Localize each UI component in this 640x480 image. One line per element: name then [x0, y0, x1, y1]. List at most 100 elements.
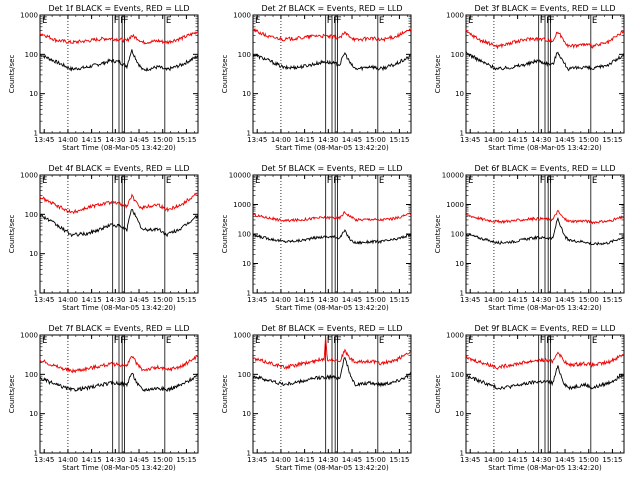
y-axis-label: Counts/sec: [434, 55, 442, 94]
flag-label: E: [166, 336, 171, 346]
x-tick-label: 15:00: [153, 456, 173, 464]
flag-label: E: [379, 16, 384, 26]
y-tick-label: 100: [25, 211, 38, 219]
flag-label: F: [120, 336, 125, 346]
x-tick-label: 14:15: [295, 456, 315, 464]
events-series-line: [465, 365, 625, 391]
x-tick-label: 14:15: [295, 296, 315, 304]
x-tick-label: 14:30: [318, 136, 338, 144]
x-axis-label: Start Time (08-Mar-05 13:42:20): [488, 304, 602, 312]
flag-label: F: [336, 16, 341, 26]
x-tick-label: 14:45: [555, 456, 575, 464]
flag-label: F: [327, 336, 332, 346]
y-tick-label: 100: [451, 371, 464, 379]
y-tick-label: 1000: [20, 172, 38, 180]
x-tick-label: 15:15: [602, 456, 622, 464]
flag-label: F: [333, 16, 338, 26]
flag-label: E: [255, 176, 260, 186]
x-tick-label: 14:45: [129, 136, 149, 144]
x-tick-label: 15:15: [176, 136, 196, 144]
x-tick-label: 13:45: [460, 136, 480, 144]
flag-label: E: [42, 176, 47, 186]
x-tick-label: 14:30: [105, 136, 125, 144]
flag-label: F: [333, 336, 338, 346]
y-tick-label: 10: [455, 260, 464, 268]
flag-label: E: [592, 336, 597, 346]
events-series-line: [39, 372, 199, 393]
y-tick-label: 1: [247, 130, 251, 138]
flag-label: E: [468, 336, 473, 346]
x-tick-label: 14:15: [508, 136, 528, 144]
flag-label: F: [546, 16, 551, 26]
y-tick-label: 100: [238, 51, 251, 59]
chart-title: Det 3f BLACK = Events, RED = LLD: [474, 4, 615, 13]
x-tick-label: 15:15: [389, 296, 409, 304]
flag-label: E: [468, 176, 473, 186]
flag-label: E: [379, 176, 384, 186]
flag-label: E: [42, 336, 47, 346]
y-tick-label: 10: [29, 410, 38, 418]
y-tick-label: 10: [455, 90, 464, 98]
flag-label: E: [592, 16, 597, 26]
x-tick-label: 14:45: [555, 136, 575, 144]
flag-label: E: [255, 336, 260, 346]
y-tick-label: 1: [460, 290, 464, 298]
chart-title: Det 7f BLACK = Events, RED = LLD: [48, 324, 189, 333]
x-tick-label: 14:15: [295, 136, 315, 144]
y-tick-label: 1000: [20, 332, 38, 340]
flag-label: F: [120, 176, 125, 186]
y-tick-label: 100: [25, 371, 38, 379]
y-tick-label: 1: [34, 130, 38, 138]
x-tick-label: 14:00: [58, 296, 78, 304]
y-tick-label: 1: [460, 130, 464, 138]
x-tick-label: 14:30: [105, 296, 125, 304]
events-series-line: [465, 50, 625, 72]
x-tick-label: 14:00: [58, 456, 78, 464]
y-tick-label: 10000: [442, 172, 464, 180]
y-axis-label: Counts/sec: [221, 375, 229, 414]
flag-label: F: [327, 176, 332, 186]
x-tick-label: 15:15: [176, 296, 196, 304]
y-tick-label: 100: [25, 51, 38, 59]
flag-label: F: [336, 176, 341, 186]
x-axis-label: Start Time (08-Mar-05 13:42:20): [62, 464, 176, 472]
flag-label: F: [114, 16, 119, 26]
y-tick-label: 100: [238, 371, 251, 379]
x-tick-label: 14:45: [342, 136, 362, 144]
x-tick-label: 15:15: [602, 296, 622, 304]
x-tick-label: 15:15: [389, 456, 409, 464]
y-tick-label: 1000: [233, 332, 251, 340]
y-tick-label: 1: [34, 290, 38, 298]
events-series-line: [465, 216, 625, 246]
x-tick-label: 14:00: [484, 296, 504, 304]
y-tick-label: 100: [451, 51, 464, 59]
y-tick-label: 10: [455, 410, 464, 418]
x-tick-label: 14:45: [342, 456, 362, 464]
chart-title: Det 4f BLACK = Events, RED = LLD: [48, 164, 189, 173]
chart-panel-3: Det 3f BLACK = Events, RED = LLD 1 10 100 10…: [434, 4, 625, 152]
flag-label: F: [123, 176, 128, 186]
x-tick-label: 13:45: [34, 296, 54, 304]
chart-panel-2: Det 2f BLACK = Events, RED = LLD 1 10 100 10…: [221, 4, 412, 152]
lld-series-line: [252, 336, 412, 371]
y-tick-label: 10: [29, 250, 38, 258]
x-tick-label: 14:30: [531, 456, 551, 464]
lld-series-line: [252, 28, 412, 43]
chart-panel-7: Det 7f BLACK = Events, RED = LLD 1 10 100 10…: [8, 324, 199, 472]
x-tick-label: 14:15: [508, 296, 528, 304]
chart-title: Det 5f BLACK = Events, RED = LLD: [261, 164, 402, 173]
y-tick-label: 1000: [233, 201, 251, 209]
flag-label: F: [540, 16, 545, 26]
x-axis-label: Start Time (08-Mar-05 13:42:20): [275, 304, 389, 312]
flag-label: F: [546, 176, 551, 186]
y-tick-label: 10000: [229, 172, 251, 180]
x-tick-label: 13:45: [34, 456, 54, 464]
x-tick-label: 13:45: [247, 136, 267, 144]
y-tick-label: 1: [247, 450, 251, 458]
x-tick-label: 15:00: [366, 456, 386, 464]
x-axis-label: Start Time (08-Mar-05 13:42:20): [488, 144, 602, 152]
chart-title: Det 2f BLACK = Events, RED = LLD: [261, 4, 402, 13]
y-axis-label: Counts/sec: [221, 55, 229, 94]
x-tick-label: 15:15: [176, 456, 196, 464]
